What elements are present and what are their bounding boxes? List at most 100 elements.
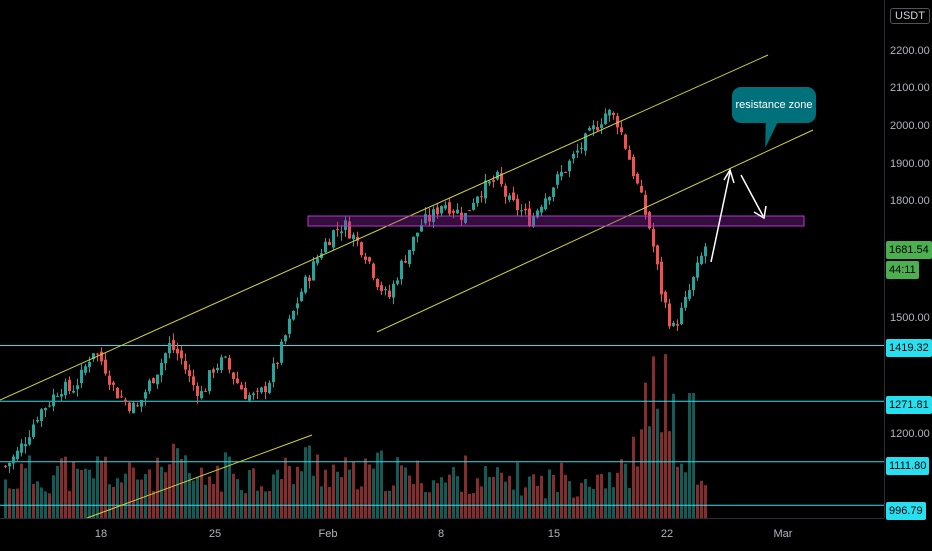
price-tick: 2200.00	[890, 45, 930, 57]
candle	[192, 369, 195, 391]
candle	[296, 297, 299, 316]
volume-bar	[40, 487, 43, 518]
candle	[208, 369, 211, 395]
volume-bars	[4, 354, 707, 518]
candle	[96, 352, 99, 362]
candle	[552, 186, 555, 202]
candle	[136, 402, 139, 407]
candle	[68, 376, 71, 395]
candle	[476, 195, 479, 207]
volume-bar	[624, 463, 627, 518]
volume-bar	[464, 455, 467, 518]
candle	[64, 378, 67, 399]
time-tick: Feb	[318, 528, 338, 540]
volume-bar	[548, 469, 551, 518]
volume-bar	[236, 479, 239, 518]
volume-bar	[356, 489, 359, 518]
volume-bar	[176, 448, 179, 518]
candle	[528, 201, 531, 228]
volume-bar	[440, 477, 443, 518]
projection-arrow-down[interactable]	[740, 174, 764, 217]
candle	[448, 197, 451, 216]
candle	[348, 216, 351, 239]
volume-bar	[532, 474, 535, 518]
volume-bar	[492, 476, 495, 518]
candle	[28, 430, 31, 446]
currency-label[interactable]: USDT	[890, 8, 930, 24]
candle	[140, 399, 143, 413]
projection-arrow-up[interactable]	[710, 171, 731, 263]
volume-bar	[240, 490, 243, 518]
volume-bar	[560, 462, 563, 518]
candle	[264, 381, 267, 400]
volume-bar	[112, 486, 115, 518]
volume-bar	[256, 490, 259, 518]
candle	[132, 401, 135, 414]
lower-trendline[interactable]	[86, 434, 313, 519]
candle	[328, 238, 331, 246]
volume-bar	[132, 467, 135, 518]
candle	[620, 121, 623, 135]
volume-bar	[168, 464, 171, 518]
volume-bar	[396, 457, 399, 518]
channel-lower-line[interactable]	[376, 129, 814, 333]
candlesticks	[4, 108, 707, 473]
candle	[416, 232, 419, 243]
candle	[216, 363, 219, 374]
time-axis[interactable]	[0, 518, 884, 551]
volume-bar	[604, 488, 607, 518]
candle	[212, 367, 215, 379]
candle	[364, 252, 367, 264]
price-tick: 2000.00	[890, 120, 930, 132]
volume-bar	[368, 464, 371, 518]
candle	[404, 255, 407, 264]
price-tick: 1900.00	[890, 158, 930, 170]
candle	[272, 357, 275, 388]
volume-bar	[416, 460, 419, 518]
volume-bar	[184, 455, 187, 518]
current-price-tag: 1681.54	[886, 241, 932, 259]
volume-bar	[296, 466, 299, 518]
volume-bar	[448, 474, 451, 518]
volume-bar	[44, 491, 47, 518]
resistance-zone-box[interactable]	[307, 215, 805, 227]
volume-bar	[664, 354, 667, 518]
channel-upper-line[interactable]	[0, 54, 769, 401]
volume-bar	[272, 474, 275, 518]
candle	[672, 320, 675, 328]
volume-bar	[252, 468, 255, 518]
level-tag: 996.79	[886, 502, 926, 520]
volume-bar	[172, 443, 175, 518]
volume-bar	[436, 483, 439, 518]
candle	[668, 299, 671, 329]
candle	[564, 171, 567, 174]
volume-bar	[476, 478, 479, 518]
candle	[180, 345, 183, 365]
resistance-zone-callout[interactable]: resistance zone	[732, 87, 816, 123]
price-axis[interactable]	[884, 0, 932, 518]
projection-arrow-up-head	[723, 168, 735, 184]
candle	[168, 336, 171, 359]
candle	[16, 446, 19, 461]
candle	[704, 242, 707, 264]
candle	[320, 249, 323, 260]
candle	[316, 254, 319, 266]
volume-bar	[400, 465, 403, 518]
volume-bar	[260, 486, 263, 518]
candle	[588, 125, 591, 131]
candle	[280, 339, 283, 366]
volume-bar	[84, 468, 87, 518]
candle	[532, 212, 535, 228]
volume-bar	[540, 475, 543, 518]
volume-bar	[232, 473, 235, 518]
candle	[200, 385, 203, 400]
price-tick: 1200.00	[890, 428, 930, 440]
volume-bar	[564, 474, 567, 518]
volume-bar	[520, 495, 523, 518]
volume-bar	[36, 481, 39, 518]
volume-bar	[412, 484, 415, 518]
candle	[488, 180, 491, 186]
volume-bar	[96, 456, 99, 518]
volume-bar	[616, 472, 619, 518]
